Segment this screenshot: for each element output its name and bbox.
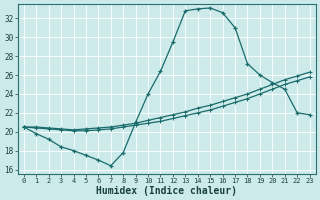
X-axis label: Humidex (Indice chaleur): Humidex (Indice chaleur) bbox=[96, 186, 237, 196]
